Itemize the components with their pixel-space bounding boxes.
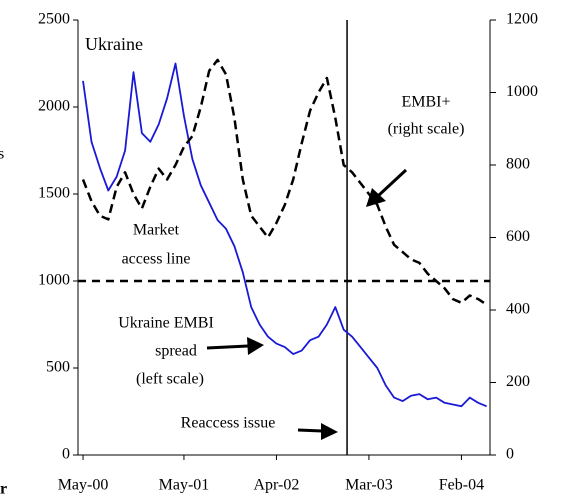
annotation: Reaccess issue <box>181 415 276 432</box>
chart-title: Ukraine <box>85 34 143 54</box>
fragment-text: r <box>0 481 7 498</box>
y-tick-label: 500 <box>46 359 70 376</box>
y2-tick-label: 600 <box>506 228 530 245</box>
fragment-text: s <box>0 146 4 163</box>
annotation: access line <box>122 251 191 268</box>
arrow <box>297 428 323 433</box>
x-tick-label: Feb-04 <box>439 477 484 494</box>
annotation: spread <box>155 343 197 360</box>
y-tick-label: 2000 <box>38 98 70 115</box>
y-tick-label: 1500 <box>38 185 70 202</box>
arrow <box>376 168 408 198</box>
y2-tick-label: 1200 <box>506 11 538 28</box>
annotation: EMBI+ <box>401 94 450 111</box>
y2-tick-label: 400 <box>506 301 530 318</box>
y-tick-label: 0 <box>62 446 70 463</box>
series-line <box>82 62 487 408</box>
y-tick-label: 2500 <box>38 11 70 28</box>
y-tick-label: 1000 <box>38 272 70 289</box>
y2-tick-label: 200 <box>506 373 530 390</box>
x-tick-label: May-01 <box>159 477 210 494</box>
annotation: Ukraine EMBI <box>118 315 214 332</box>
series-line <box>81 58 488 306</box>
x-tick-label: Mar-03 <box>345 477 393 494</box>
y2-tick-label: 800 <box>506 156 530 173</box>
arrow-head <box>366 188 386 207</box>
x-tick-label: May-00 <box>58 477 109 494</box>
arrow <box>206 344 249 350</box>
annotation: (left scale) <box>136 371 204 388</box>
arrows <box>206 168 408 440</box>
arrow-head <box>321 423 338 440</box>
annotation: (right scale) <box>388 121 465 138</box>
arrow-head <box>247 337 264 355</box>
y2-tick-label: 0 <box>506 446 514 463</box>
annotation: Market <box>133 222 180 239</box>
y2-tick-label: 1000 <box>506 83 538 100</box>
x-tick-label: Apr-02 <box>253 477 299 494</box>
